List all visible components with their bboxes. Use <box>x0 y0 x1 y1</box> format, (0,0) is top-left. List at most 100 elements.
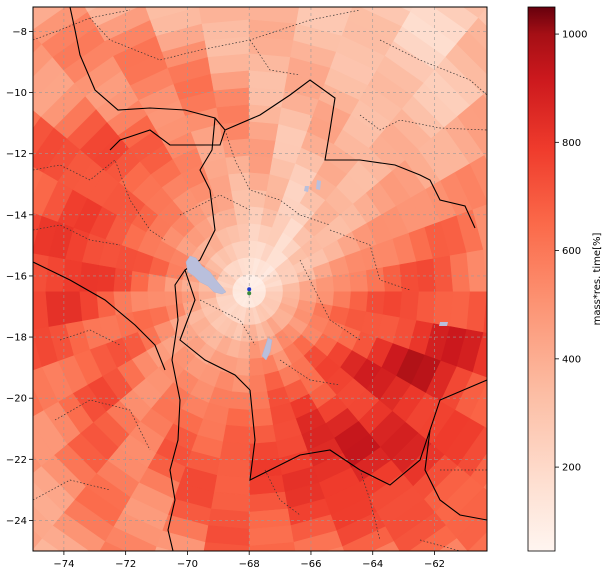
field-cell <box>231 188 250 208</box>
y-tick-label: −20 <box>6 394 27 405</box>
field-cell <box>467 17 487 51</box>
field-cell <box>44 255 66 292</box>
field-cell <box>456 30 487 75</box>
y-tick-label: −10 <box>6 88 27 99</box>
field-cell <box>33 334 42 371</box>
field-cell <box>248 424 277 445</box>
field-cell <box>483 482 487 492</box>
field-cell <box>416 258 437 292</box>
field-cell <box>129 290 150 313</box>
field-cell <box>366 267 386 292</box>
field-cell <box>454 163 487 211</box>
lake-poopo <box>261 337 273 361</box>
field-cell <box>0 444 15 499</box>
field-cell <box>33 529 43 550</box>
colorbar-axis: 200 400 600 800 1000 <box>555 30 587 474</box>
peru-west-border <box>109 129 226 151</box>
field-cell <box>234 205 250 225</box>
field-cell <box>409 525 458 551</box>
field-cell <box>533 0 601 7</box>
field-cell <box>483 248 487 292</box>
y-tick-label: −14 <box>6 210 27 221</box>
field-cell <box>483 290 487 334</box>
lake-titicaca <box>185 255 227 295</box>
field-cell <box>432 290 454 327</box>
field-cell <box>33 212 42 249</box>
field-cell <box>567 291 589 350</box>
field-cell <box>61 258 83 292</box>
field-cell <box>438 538 468 551</box>
field-cell <box>33 7 66 30</box>
field-cell <box>219 441 250 462</box>
y-tick-label: −18 <box>6 333 27 344</box>
field-cell <box>196 0 249 7</box>
field-cell <box>349 270 369 292</box>
field-cell <box>382 264 403 292</box>
source-marker-primary <box>247 287 252 292</box>
field-cell <box>588 87 609 157</box>
field-cell <box>0 155 28 204</box>
field-cell <box>84 7 99 12</box>
field-cell <box>567 232 589 291</box>
field-cell <box>33 109 42 129</box>
field-cell <box>585 163 609 229</box>
chile-bolivia-border <box>167 269 186 551</box>
field-cell <box>349 290 369 313</box>
field-cell <box>95 7 151 42</box>
source-markers <box>247 287 252 296</box>
field-cell <box>44 290 66 327</box>
field-cell <box>213 475 250 496</box>
field-cell <box>248 357 265 377</box>
field-cell <box>33 166 44 195</box>
field-cell <box>145 7 199 21</box>
field-cell <box>549 487 603 554</box>
field-cell <box>248 137 277 158</box>
field-cell <box>216 103 250 125</box>
field-cell <box>0 453 2 510</box>
field-cell <box>61 290 83 325</box>
field-cell <box>575 7 609 79</box>
field-cell <box>248 154 274 175</box>
lake-east <box>439 322 448 326</box>
field-cell <box>33 481 64 527</box>
field-cell <box>472 204 487 251</box>
field-cell <box>33 366 59 411</box>
field-cell <box>0 291 15 335</box>
lake-north-2 <box>316 180 321 190</box>
field-cell <box>248 120 280 141</box>
field-cell <box>213 86 250 108</box>
field-cell <box>302 0 359 4</box>
field-cell <box>33 252 49 292</box>
field-cell <box>588 425 609 495</box>
field-cell <box>216 458 250 479</box>
field-cell <box>87 7 139 27</box>
field-cell <box>489 336 517 385</box>
country-borders <box>33 7 487 551</box>
x-tick-label: −68 <box>239 559 260 570</box>
field-cell <box>603 79 609 152</box>
colorbar-tick-label: 200 <box>562 463 581 474</box>
field-cell <box>98 541 126 551</box>
field-cell <box>228 171 250 192</box>
field-cell <box>222 424 250 445</box>
field-cell <box>0 18 31 73</box>
field-cell <box>400 7 414 12</box>
field-cell <box>219 120 250 141</box>
admin-borders <box>33 9 487 551</box>
pacific-coast <box>33 261 166 371</box>
field-cell <box>0 521 20 573</box>
x-tick-label: −74 <box>53 559 74 570</box>
field-cell <box>573 96 609 164</box>
field-cell <box>249 0 302 7</box>
field-cell <box>222 137 250 158</box>
x-tick-label: −72 <box>115 559 136 570</box>
x-tick-label: −64 <box>362 559 383 570</box>
field-cell <box>603 431 609 504</box>
field-cell <box>445 43 487 95</box>
field-cell <box>248 458 283 479</box>
field-cell <box>466 249 487 292</box>
field-cell <box>325 546 345 551</box>
field-cell <box>248 374 268 394</box>
field-cell <box>558 104 600 169</box>
